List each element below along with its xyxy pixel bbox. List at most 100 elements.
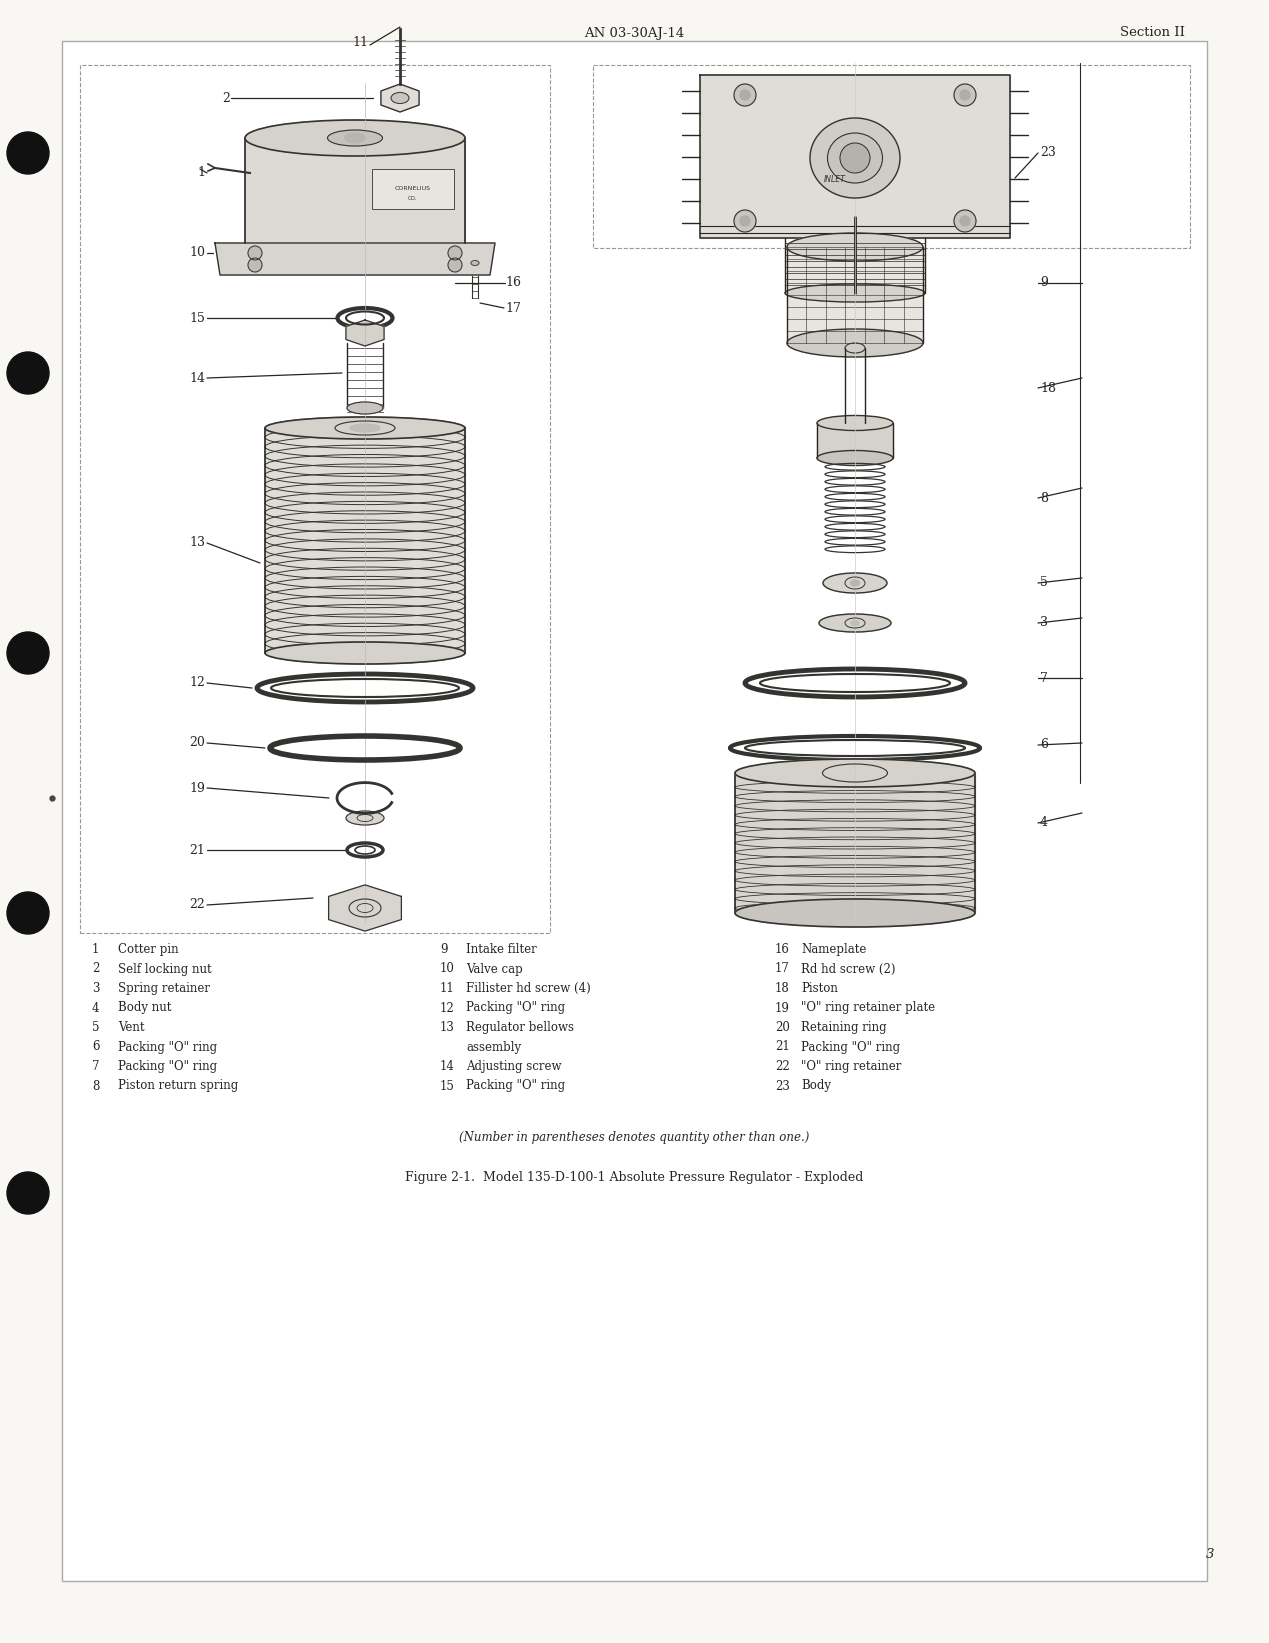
Circle shape <box>247 258 261 273</box>
FancyBboxPatch shape <box>62 41 1207 1581</box>
Ellipse shape <box>787 329 923 357</box>
Circle shape <box>961 90 970 100</box>
Text: 14: 14 <box>440 1060 454 1073</box>
Text: 4: 4 <box>91 1002 99 1014</box>
Text: 20: 20 <box>189 736 206 749</box>
Text: 2: 2 <box>91 963 99 976</box>
Circle shape <box>247 246 261 260</box>
Text: 9: 9 <box>1041 276 1048 289</box>
Text: "O" ring retainer: "O" ring retainer <box>801 1060 901 1073</box>
Ellipse shape <box>245 120 464 156</box>
Circle shape <box>448 258 462 273</box>
Text: 8: 8 <box>91 1079 99 1093</box>
Text: 11: 11 <box>352 36 368 49</box>
Polygon shape <box>700 76 1010 238</box>
Text: Packing "O" ring: Packing "O" ring <box>118 1040 217 1053</box>
FancyBboxPatch shape <box>372 169 454 209</box>
Circle shape <box>840 143 871 173</box>
Text: Vent: Vent <box>118 1020 145 1033</box>
Text: 15: 15 <box>440 1079 454 1093</box>
Text: 17: 17 <box>505 302 520 314</box>
Text: 19: 19 <box>189 782 206 795</box>
Text: 5: 5 <box>91 1020 99 1033</box>
Text: 1: 1 <box>91 943 99 956</box>
Text: Packing "O" ring: Packing "O" ring <box>118 1060 217 1073</box>
Text: 22: 22 <box>189 899 206 912</box>
Ellipse shape <box>851 621 859 626</box>
Text: 2: 2 <box>222 92 230 105</box>
Polygon shape <box>346 320 385 347</box>
Ellipse shape <box>391 92 409 104</box>
Circle shape <box>733 210 756 232</box>
Text: 21: 21 <box>189 843 206 856</box>
Circle shape <box>733 84 756 107</box>
Ellipse shape <box>471 261 478 266</box>
Ellipse shape <box>345 133 365 143</box>
Ellipse shape <box>350 424 379 432</box>
Ellipse shape <box>850 580 859 587</box>
Text: 11: 11 <box>440 983 454 996</box>
Text: Nameplate: Nameplate <box>801 943 867 956</box>
Ellipse shape <box>824 573 887 593</box>
Text: 5: 5 <box>1041 577 1048 590</box>
Text: 3: 3 <box>1206 1548 1214 1561</box>
Text: Rd hd screw (2): Rd hd screw (2) <box>801 963 896 976</box>
Ellipse shape <box>346 403 383 414</box>
Polygon shape <box>381 84 419 112</box>
Text: Self locking nut: Self locking nut <box>118 963 212 976</box>
Circle shape <box>740 215 750 227</box>
Text: Adjusting screw: Adjusting screw <box>466 1060 561 1073</box>
Text: 18: 18 <box>1041 381 1056 394</box>
Polygon shape <box>329 886 401 932</box>
Ellipse shape <box>827 133 882 182</box>
Text: Figure 2-1.  Model 135-D-100-1 Absolute Pressure Regulator - Exploded: Figure 2-1. Model 135-D-100-1 Absolute P… <box>405 1171 863 1185</box>
Circle shape <box>448 246 462 260</box>
Ellipse shape <box>819 614 891 633</box>
Text: 13: 13 <box>189 537 206 549</box>
Text: 21: 21 <box>775 1040 789 1053</box>
Text: 6: 6 <box>91 1040 99 1053</box>
Text: 15: 15 <box>189 312 206 325</box>
Text: 12: 12 <box>440 1002 454 1014</box>
Ellipse shape <box>787 233 923 261</box>
Circle shape <box>740 90 750 100</box>
Circle shape <box>8 131 49 174</box>
Text: 16: 16 <box>505 276 522 289</box>
Ellipse shape <box>346 812 385 825</box>
Text: Body nut: Body nut <box>118 1002 171 1014</box>
Text: assembly: assembly <box>466 1040 522 1053</box>
Ellipse shape <box>735 899 975 927</box>
Polygon shape <box>214 243 495 274</box>
Circle shape <box>954 210 976 232</box>
Text: Valve cap: Valve cap <box>466 963 523 976</box>
Text: AN 03-30AJ-14: AN 03-30AJ-14 <box>584 26 684 39</box>
Text: 9: 9 <box>440 943 448 956</box>
Text: 3: 3 <box>91 983 99 996</box>
Text: 10: 10 <box>189 246 206 260</box>
Polygon shape <box>817 422 893 458</box>
Text: 17: 17 <box>775 963 789 976</box>
Text: Packing "O" ring: Packing "O" ring <box>466 1002 565 1014</box>
Text: CO.: CO. <box>409 196 418 200</box>
Text: 7: 7 <box>1041 672 1048 685</box>
Text: CORNELIUS: CORNELIUS <box>395 187 431 192</box>
Polygon shape <box>735 772 975 914</box>
Text: (Number in parentheses denotes quantity other than one.): (Number in parentheses denotes quantity … <box>459 1132 810 1145</box>
Ellipse shape <box>327 130 382 146</box>
Ellipse shape <box>817 450 893 465</box>
Text: Section II: Section II <box>1121 26 1185 39</box>
Text: Intake filter: Intake filter <box>466 943 537 956</box>
Text: Cotter pin: Cotter pin <box>118 943 179 956</box>
Ellipse shape <box>845 343 865 353</box>
Polygon shape <box>787 246 923 343</box>
Circle shape <box>8 1171 49 1214</box>
Text: 18: 18 <box>775 983 789 996</box>
Ellipse shape <box>735 759 975 787</box>
Text: 23: 23 <box>775 1079 789 1093</box>
Text: Spring retainer: Spring retainer <box>118 983 209 996</box>
Text: 8: 8 <box>1041 491 1048 504</box>
Text: Piston: Piston <box>801 983 838 996</box>
Ellipse shape <box>817 416 893 430</box>
Text: Piston return spring: Piston return spring <box>118 1079 239 1093</box>
Text: 12: 12 <box>189 677 206 690</box>
